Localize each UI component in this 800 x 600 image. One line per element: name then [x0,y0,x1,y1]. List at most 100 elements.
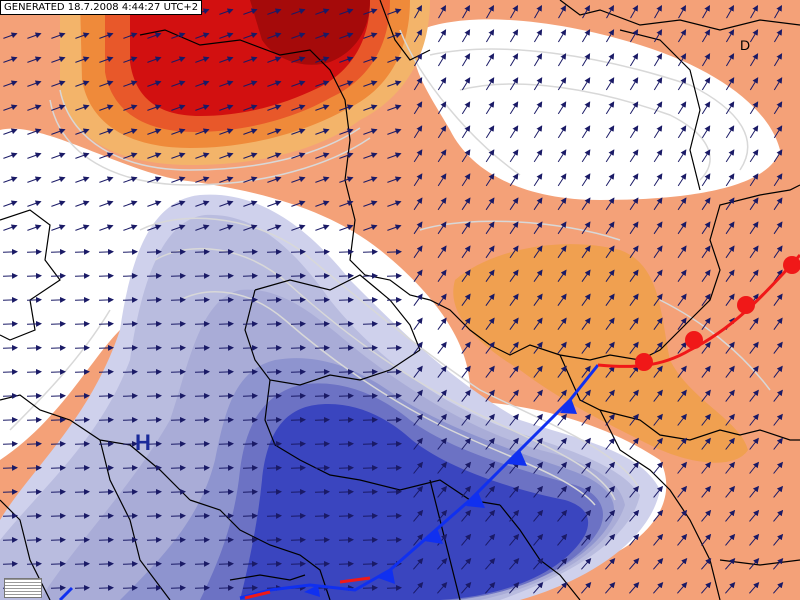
wind-arrow [629,197,639,211]
wind-arrow [629,245,639,259]
wind-arrow [363,176,378,183]
wind-arrow [51,224,66,231]
wind-arrow [2,248,18,255]
wind-arrow [290,320,306,327]
wind-arrow [314,272,330,279]
wind-arrow [267,8,282,15]
wind-arrow [773,29,783,43]
wind-arrow [171,32,186,39]
wind-arrow [413,509,424,522]
wind-arrow [701,317,711,330]
wind-arrow [581,437,591,450]
wind-arrow [533,461,544,474]
wind-arrow [413,125,423,139]
wind-arrow [291,80,306,87]
wind-arrow [581,581,592,594]
wind-arrow [194,440,210,447]
wind-arrow [3,176,18,183]
wind-arrow [485,53,495,67]
wind-arrow [533,125,543,139]
wind-arrow [27,32,42,39]
wind-arrow [557,245,567,259]
wind-arrow [218,248,234,255]
wind-arrow [51,152,66,159]
legend-grid-icon[interactable] [4,578,42,598]
wind-arrow [749,317,759,330]
wind-arrow [74,344,90,351]
wind-arrow [749,197,759,211]
wind-arrow [509,197,519,211]
wind-arrow [362,248,378,255]
wind-arrow [242,464,258,471]
wind-arrow [557,317,567,330]
wind-arrow [195,128,210,135]
wind-arrow [677,53,687,67]
wind-arrow [98,464,114,471]
wind-arrow [461,245,471,259]
wind-arrow [98,536,114,543]
wind-arrow [194,464,210,471]
wind-arrow [146,344,162,351]
wind-arrow [2,488,18,495]
wind-arrow [701,125,711,139]
wind-arrow [338,296,354,303]
wind-arrow [509,125,519,139]
wind-arrow [750,5,758,19]
wind-arrow [267,104,282,111]
wind-arrow [533,317,543,330]
wind-arrow [653,221,663,235]
wind-arrow [629,437,639,450]
wind-arrow [219,152,234,159]
wind-arrow [485,269,495,282]
wind-arrow [557,389,567,402]
wind-arrow [414,5,422,19]
wind-arrow [194,320,210,327]
wind-arrow [581,149,591,163]
wind-arrow [581,101,591,115]
wind-arrow [461,149,471,163]
wind-arrow [219,200,234,207]
wind-arrow [387,224,402,231]
wind-arrow [557,77,567,91]
wind-arrow [749,509,760,522]
wind-arrow [677,461,688,474]
wind-arrow [557,581,568,594]
wind-arrow [773,437,783,450]
wind-arrow [50,392,66,399]
wind-arrow [461,221,471,235]
wind-arrow [605,365,615,378]
wind-arrow [653,341,663,354]
wind-arrow [291,200,306,207]
wind-arrow [74,368,90,375]
wind-arrow [773,557,784,570]
wind-arrow [291,56,306,63]
wind-arrow [338,464,354,471]
wind-arrow [2,368,18,375]
wind-arrow [677,317,687,330]
wind-arrow [338,536,354,543]
wind-arrow [314,248,330,255]
wind-arrow [437,77,447,91]
wind-arrow [147,104,162,111]
wind-arrow [74,464,90,471]
wind-arrow [123,200,138,207]
wind-arrow [533,293,543,306]
wind-arrow [509,437,519,450]
wind-arrow [386,464,402,471]
wind-arrow [243,104,258,111]
wind-arrow [534,5,542,19]
wind-arrow [387,8,402,15]
wind-arrow [677,245,687,259]
wind-arrow [74,512,90,519]
wind-arrow [218,416,234,423]
wind-arrow [629,365,639,378]
wind-arrow [266,440,282,447]
wind-arrow [677,485,688,498]
wind-arrow [194,248,210,255]
wind-arrow [339,200,354,207]
wind-arrow [485,293,495,306]
wind-arrow [749,269,759,282]
wind-arrow [338,488,354,495]
wind-arrow [146,296,162,303]
wind-arrow [98,560,114,567]
